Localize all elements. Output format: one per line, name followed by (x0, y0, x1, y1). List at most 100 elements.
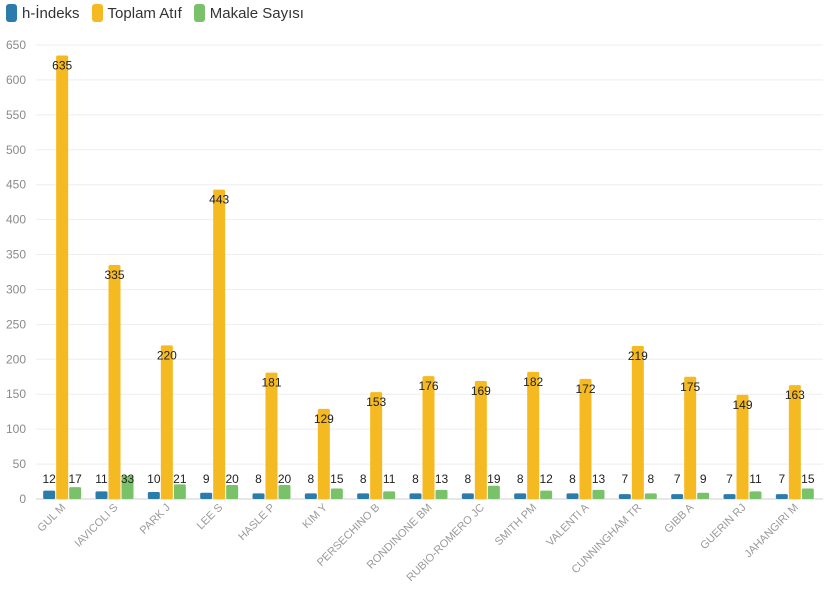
data-label-0-13: 7 (726, 472, 733, 486)
data-label-1-13: 149 (732, 398, 752, 412)
legend-item-h-index[interactable]: h-İndeks (6, 4, 80, 22)
y-tick-100: 100 (6, 422, 26, 436)
data-label-1-8: 169 (471, 384, 491, 398)
data-label-2-10: 13 (592, 472, 606, 486)
bar-1-12 (684, 376, 697, 499)
x-tick-2: PARK J (138, 502, 173, 537)
bar-0-14 (775, 494, 788, 499)
bar-1-4 (265, 372, 278, 499)
bar-1-10 (579, 378, 592, 499)
x-tick-3: LEE S (195, 502, 226, 533)
y-tick-350: 350 (6, 248, 26, 262)
data-label-0-4: 8 (255, 472, 262, 486)
x-tick-13: GUERIN RJ (698, 502, 748, 552)
x-tick-0: GUL M (35, 502, 68, 535)
data-label-1-10: 172 (575, 382, 595, 396)
bar-2-7 (435, 489, 448, 499)
y-tick-500: 500 (6, 143, 26, 157)
data-label-1-9: 182 (523, 375, 543, 389)
legend-swatch-h-index (6, 4, 17, 22)
data-label-0-10: 8 (569, 472, 576, 486)
bar-2-3 (226, 485, 239, 499)
data-label-0-11: 7 (621, 472, 628, 486)
y-tick-50: 50 (13, 457, 27, 471)
legend-item-total-citations[interactable]: Toplam Atıf (91, 4, 182, 22)
bar-1-11 (631, 346, 644, 499)
bar-0-4 (252, 493, 265, 499)
legend-label-total-citations: Toplam Atıf (107, 4, 182, 22)
data-label-1-4: 181 (261, 376, 281, 390)
bar-2-13 (749, 491, 762, 499)
bar-0-0 (43, 490, 56, 499)
data-label-2-3: 20 (225, 472, 239, 486)
data-label-2-11: 8 (647, 472, 654, 486)
data-label-0-12: 7 (674, 472, 681, 486)
data-label-2-8: 19 (487, 472, 501, 486)
bar-2-2 (173, 484, 186, 499)
y-tick-150: 150 (6, 387, 26, 401)
bar-0-6 (357, 493, 370, 499)
bar-0-11 (618, 494, 631, 499)
x-tick-10: VALENTI A (544, 501, 592, 549)
data-label-0-8: 8 (464, 472, 471, 486)
data-label-1-3: 443 (209, 193, 229, 207)
bar-1-1 (108, 265, 121, 499)
x-tick-4: HASLE P (236, 502, 277, 543)
data-label-2-14: 15 (801, 472, 815, 486)
data-label-2-7: 13 (435, 472, 449, 486)
bar-2-12 (697, 492, 710, 499)
data-label-2-2: 21 (173, 472, 187, 486)
x-tick-12: GIBB A (662, 501, 696, 535)
data-label-2-4: 20 (278, 472, 292, 486)
x-tick-14: JAHANGIRI M (742, 502, 801, 561)
data-label-0-7: 8 (412, 472, 419, 486)
bar-2-8 (487, 485, 500, 499)
legend-item-article-count[interactable]: Makale Sayısı (193, 4, 304, 22)
x-tick-1: IAVICOLI S (73, 502, 121, 550)
legend: h-İndeks Toplam Atıf Makale Sayısı (6, 2, 304, 24)
bar-2-5 (330, 488, 343, 499)
bar-0-3 (200, 492, 213, 499)
data-label-0-5: 8 (307, 472, 314, 486)
bar-2-1 (121, 475, 134, 499)
bar-2-6 (383, 491, 396, 499)
bar-0-5 (304, 493, 317, 499)
data-label-1-11: 219 (628, 349, 648, 363)
data-label-1-14: 163 (785, 388, 805, 402)
bar-2-11 (644, 493, 657, 499)
y-tick-650: 650 (6, 38, 26, 52)
bar-1-8 (474, 380, 487, 499)
bar-1-14 (788, 385, 801, 499)
bar-1-7 (422, 376, 435, 499)
y-tick-400: 400 (6, 213, 26, 227)
y-tick-250: 250 (6, 317, 26, 331)
bar-1-2 (160, 345, 173, 499)
data-label-0-2: 10 (147, 472, 161, 486)
legend-swatch-article-count (193, 4, 205, 22)
data-label-1-0: 635 (52, 58, 72, 72)
y-tick-450: 450 (6, 178, 26, 192)
data-label-0-1: 11 (95, 472, 108, 486)
bar-2-14 (801, 488, 814, 499)
data-label-0-6: 8 (360, 472, 367, 486)
bar-0-8 (461, 493, 474, 499)
data-label-0-0: 12 (42, 472, 56, 486)
data-label-2-12: 9 (700, 472, 707, 486)
y-tick-300: 300 (6, 282, 26, 296)
data-label-2-0: 17 (68, 472, 82, 486)
bar-2-0 (69, 487, 82, 499)
bar-0-10 (566, 493, 579, 499)
bar-0-13 (723, 494, 736, 499)
data-label-2-5: 15 (330, 472, 344, 486)
bar-1-6 (370, 392, 383, 499)
data-label-2-9: 12 (539, 472, 553, 486)
data-label-1-7: 176 (418, 379, 438, 393)
y-tick-200: 200 (6, 352, 26, 366)
y-tick-0: 0 (19, 492, 26, 506)
data-label-1-2: 220 (157, 348, 177, 362)
bar-2-9 (540, 490, 553, 499)
bar-0-12 (671, 494, 684, 499)
bar-0-1 (95, 491, 108, 499)
bar-1-0 (56, 55, 69, 499)
